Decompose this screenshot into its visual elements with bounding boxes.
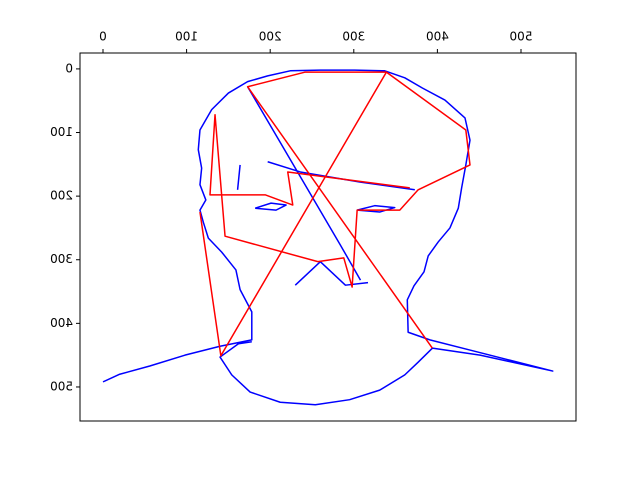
x-tick-label: 0 <box>99 30 107 44</box>
x-tick-label: 500 <box>510 30 533 44</box>
x-tick-label: 400 <box>426 30 449 44</box>
line-series <box>199 71 471 357</box>
x-tick-label: 200 <box>259 30 282 44</box>
y-tick-label: 200 <box>50 189 73 203</box>
y-tick-label: 500 <box>50 379 73 393</box>
y-tick-label: 400 <box>50 316 73 330</box>
plot-frame <box>79 52 577 422</box>
x-tick-label: 300 <box>342 30 365 44</box>
x-tick-label: 100 <box>175 30 198 44</box>
y-tick-label: 0 <box>65 61 73 75</box>
y-tick-label: 100 <box>50 125 73 139</box>
line-series <box>102 69 554 406</box>
y-tick-label: 300 <box>50 252 73 266</box>
